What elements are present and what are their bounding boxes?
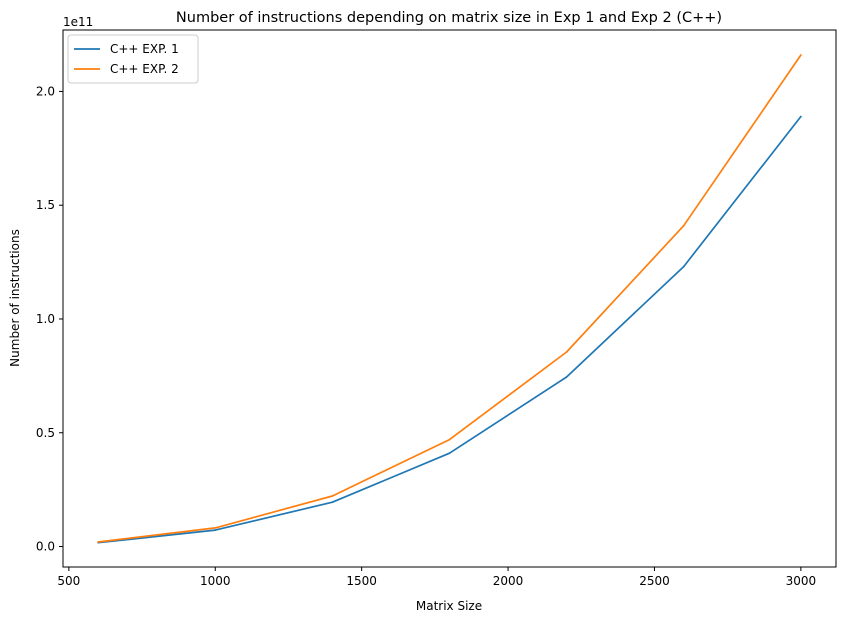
chart-title: Number of instructions depending on matr… — [176, 10, 722, 26]
data-point — [448, 438, 451, 441]
legend-frame — [67, 34, 199, 84]
data-point — [331, 495, 334, 497]
x-tick-label: 2000 — [493, 574, 524, 588]
data-point — [565, 376, 568, 378]
data-point — [331, 501, 334, 504]
legend-label: C++ EXP. 1 — [110, 42, 179, 56]
plot-area — [62, 29, 837, 568]
x-axis-label: Matrix Size — [416, 599, 482, 613]
y-tick-label: 1.5 — [36, 198, 55, 212]
series-line-exp-2 — [97, 54, 802, 543]
data-point — [448, 452, 451, 455]
data-point — [682, 224, 685, 227]
x-tick-label: 1000 — [200, 574, 231, 588]
data-point — [799, 115, 802, 118]
plot-frame — [62, 29, 837, 568]
data-point — [214, 529, 217, 532]
x-tick-label: 500 — [57, 574, 80, 588]
data-point — [97, 541, 100, 543]
legend-label: C++ EXP. 2 — [110, 62, 179, 76]
y-offset-label: 1e11 — [63, 15, 93, 29]
y-axis: 0.0 0.5 1.0 1.5 2.0 — [36, 84, 63, 554]
series-layer — [97, 54, 802, 544]
data-point — [565, 351, 568, 353]
x-tick-label: 3000 — [786, 574, 817, 588]
x-axis: 500 1000 1500 2000 2500 3000 — [57, 567, 816, 588]
y-tick-label: 0.5 — [36, 426, 55, 440]
y-tick-label: 1.0 — [36, 312, 55, 326]
data-point — [799, 54, 802, 56]
legend: C++ EXP. 1 C++ EXP. 2 — [67, 34, 199, 84]
x-tick-label: 1500 — [346, 574, 377, 588]
data-point — [214, 526, 217, 529]
x-tick-label: 2500 — [639, 574, 670, 588]
y-tick-label: 0.0 — [36, 540, 55, 554]
y-axis-label: Number of instructions — [8, 229, 22, 367]
series-line-exp-1 — [98, 115, 802, 544]
data-point — [682, 265, 685, 268]
y-tick-label: 2.0 — [36, 84, 55, 98]
